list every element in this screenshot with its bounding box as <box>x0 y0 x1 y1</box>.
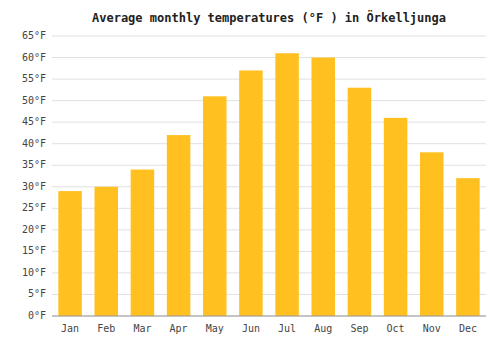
bar <box>239 70 263 316</box>
grid-line <box>52 100 486 101</box>
x-tick-label: Jul <box>278 323 296 334</box>
bar <box>420 152 444 316</box>
x-axis: Jan Feb Mar Apr May Jun Jul Aug Sep Oct Nov Dec <box>61 323 477 334</box>
grid-line <box>52 36 486 37</box>
x-axis-line <box>52 316 486 317</box>
x-tick-label: Apr <box>170 323 188 334</box>
y-tick-label: 15°F <box>22 245 46 256</box>
x-tick-label: Nov <box>423 323 441 334</box>
x-tick-label: Aug <box>314 323 332 334</box>
y-tick-label: 35°F <box>22 159 46 170</box>
bar <box>456 178 480 316</box>
bars <box>58 53 479 316</box>
bar <box>275 53 299 316</box>
grid-line <box>52 57 486 58</box>
x-tick-label: Oct <box>387 323 405 334</box>
grid-line <box>52 122 486 123</box>
bar <box>94 187 118 316</box>
bar <box>58 191 82 316</box>
bar <box>348 88 372 316</box>
y-tick-label: 60°F <box>22 52 46 63</box>
title: Average monthly temperatures (°F ) in Ör… <box>92 10 446 25</box>
x-tick-label: Feb <box>97 323 115 334</box>
bar <box>167 135 191 316</box>
y-tick-label: 25°F <box>22 202 46 213</box>
y-tick-label: 30°F <box>22 181 46 192</box>
x-tick-label: Jan <box>61 323 79 334</box>
bar <box>131 170 155 316</box>
bar <box>384 118 408 316</box>
grid-line <box>52 316 486 317</box>
y-tick-label: 10°F <box>22 267 46 278</box>
y-tick-label: 20°F <box>22 224 46 235</box>
x-tick-label: Dec <box>459 323 477 334</box>
bar <box>311 58 335 316</box>
grid <box>52 36 486 316</box>
chart-container: 0°F 5°F 10°F 15°F 20°F 25°F 30°F 35°F 40°F 45°F 50… <box>0 0 500 350</box>
x-tick-label: Mar <box>133 323 151 334</box>
y-tick-label: 50°F <box>22 95 46 106</box>
x-tick-label: Jun <box>242 323 260 334</box>
grid-line <box>52 79 486 80</box>
x-tick-label: Sep <box>350 323 368 334</box>
grid-line <box>52 143 486 144</box>
y-tick-label: 45°F <box>22 116 46 127</box>
bar <box>203 96 227 316</box>
y-tick-label: 65°F <box>22 30 46 41</box>
y-axis: 0°F 5°F 10°F 15°F 20°F 25°F 30°F 35°F 40°F 45°F 50… <box>22 30 46 321</box>
chart-svg: 0°F 5°F 10°F 15°F 20°F 25°F 30°F 35°F 40°F 45°F 50… <box>0 0 500 350</box>
y-tick-label: 55°F <box>22 73 46 84</box>
y-tick-label: 40°F <box>22 138 46 149</box>
y-tick-label: 5°F <box>28 288 46 299</box>
x-tick-label: May <box>206 323 224 334</box>
y-tick-label: 0°F <box>28 310 46 321</box>
